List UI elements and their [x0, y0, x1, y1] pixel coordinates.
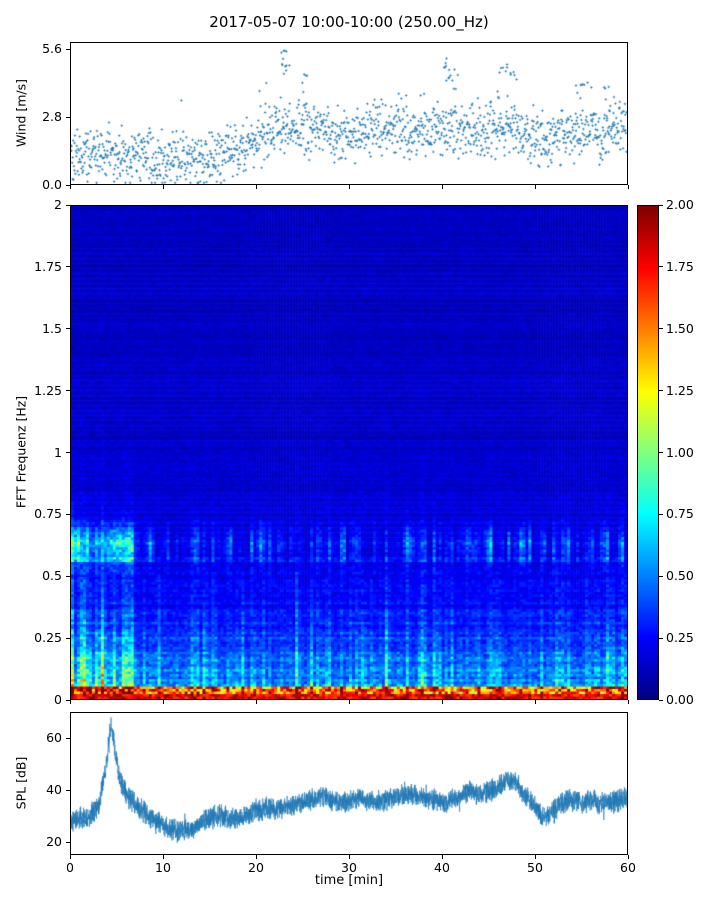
tick-label: 2.00: [666, 196, 694, 212]
tick-mark: [255, 855, 257, 859]
tick-mark: [66, 699, 70, 701]
tick-mark: [659, 513, 663, 515]
tick-mark: [659, 328, 663, 330]
wind-scatter-canvas: [71, 43, 627, 184]
tick-label: 1.25: [34, 382, 62, 398]
tick-mark: [66, 328, 70, 330]
tick-label: 2: [54, 196, 62, 212]
tick-mark: [66, 737, 70, 739]
tick-mark: [66, 204, 70, 206]
tick-label: 1.25: [666, 382, 694, 398]
tick-mark: [66, 513, 70, 515]
tick-mark: [255, 700, 257, 704]
tick-mark: [162, 855, 164, 859]
tick-label: 40: [434, 860, 450, 875]
tick-label: 0: [66, 860, 74, 875]
tick-label: 60: [46, 729, 62, 745]
tick-mark: [66, 48, 70, 50]
tick-mark: [659, 637, 663, 639]
tick-label: 1.00: [666, 444, 694, 460]
tick-label: 0.0: [42, 176, 62, 192]
tick-mark: [162, 700, 164, 704]
tick-label: 50: [527, 860, 543, 875]
tick-mark: [69, 700, 71, 704]
tick-mark: [348, 700, 350, 704]
tick-mark: [66, 637, 70, 639]
spl-plot-area: [70, 712, 628, 855]
tick-mark: [255, 185, 257, 189]
tick-label: 0: [54, 691, 62, 707]
tick-mark: [534, 855, 536, 859]
tick-mark: [659, 699, 663, 701]
tick-label: 0.25: [34, 629, 62, 645]
tick-mark: [534, 700, 536, 704]
figure-title: 2017-05-07 10:00-10:00 (250.00_Hz): [209, 13, 489, 31]
tick-label: 0.50: [666, 568, 694, 583]
tick-mark: [659, 204, 663, 206]
tick-mark: [69, 185, 71, 189]
tick-label: 30: [341, 860, 357, 875]
tick-mark: [66, 184, 70, 186]
spl-line-canvas: [71, 713, 627, 854]
tick-label: 1.5: [42, 320, 62, 336]
tick-label: 1.75: [34, 258, 62, 274]
tick-mark: [659, 452, 663, 453]
tick-label: 1.50: [666, 320, 694, 336]
tick-mark: [66, 789, 70, 791]
tick-mark: [66, 841, 70, 843]
spectrogram-plot-area: [70, 205, 628, 700]
tick-label: 2.8: [42, 108, 62, 124]
tick-label: 0.5: [42, 568, 62, 583]
colorbar-canvas: [638, 206, 658, 699]
tick-label: 60: [620, 860, 636, 875]
colorbar: [637, 205, 659, 700]
tick-mark: [441, 855, 443, 859]
tick-mark: [627, 700, 629, 704]
tick-label: 10: [155, 860, 171, 875]
tick-label: 40: [46, 781, 62, 797]
tick-mark: [348, 185, 350, 189]
tick-mark: [659, 575, 663, 577]
tick-mark: [69, 855, 71, 859]
spectrogram-canvas: [71, 206, 627, 699]
tick-label: 0.75: [34, 506, 62, 522]
x-axis-label: time [min]: [314, 873, 384, 888]
tick-mark: [66, 575, 70, 577]
tick-mark: [627, 185, 629, 189]
tick-label: 0.00: [666, 691, 694, 707]
wind-plot-area: [70, 42, 628, 185]
tick-mark: [66, 452, 70, 453]
tick-label: 5.6: [42, 41, 62, 57]
tick-mark: [66, 390, 70, 392]
tick-label: 20: [46, 833, 62, 849]
tick-mark: [162, 185, 164, 189]
tick-mark: [659, 266, 663, 268]
tick-mark: [441, 700, 443, 704]
tick-mark: [66, 116, 70, 118]
tick-label: 0.25: [666, 629, 694, 645]
tick-label: 20: [248, 860, 264, 875]
tick-mark: [534, 185, 536, 189]
tick-mark: [659, 390, 663, 392]
tick-mark: [66, 266, 70, 268]
tick-mark: [441, 185, 443, 189]
tick-mark: [348, 855, 350, 859]
tick-label: 0.75: [666, 506, 694, 522]
tick-mark: [627, 855, 629, 859]
tick-label: 1: [54, 444, 62, 460]
tick-label: 1.75: [666, 258, 694, 274]
